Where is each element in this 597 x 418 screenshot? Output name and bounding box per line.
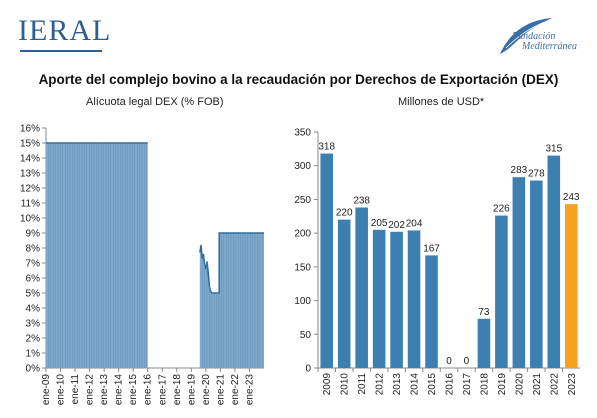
x-tick-label: 2022 [549, 373, 560, 396]
x-tick-label: 2023 [567, 373, 578, 396]
x-tick-label: ene-23 [244, 374, 255, 406]
x-tick-label: 2015 [427, 373, 438, 396]
y-tick-label: 350 [294, 128, 311, 139]
y-tick-label: 11% [21, 199, 40, 210]
x-tick-label: 2014 [410, 373, 421, 396]
chart-title: Aporte del complejo bovino a la recaudac… [38, 72, 559, 87]
x-tick-label: 2018 [479, 373, 490, 396]
ieral-logo-underline [20, 50, 102, 52]
x-tick-label: 2009 [322, 373, 333, 396]
x-tick-label: ene-22 [230, 374, 241, 406]
x-tick-label: ene-16 [143, 374, 154, 406]
bar-2018 [477, 318, 491, 368]
bar-2010 [337, 219, 351, 368]
y-tick-label: 14% [20, 154, 40, 165]
bar-value-label: 202 [388, 220, 405, 231]
y-tick-label: 10% [20, 214, 40, 225]
bar-2013 [390, 231, 403, 368]
x-tick-label: 2017 [462, 373, 473, 396]
x-tick-label: ene-13 [99, 374, 110, 406]
x-tick-label: ene-20 [201, 374, 212, 406]
x-tick-label: ene-17 [157, 374, 168, 406]
x-tick-label: 2012 [375, 373, 386, 396]
bar-value-label: 73 [478, 307, 490, 318]
bar-value-label: 0 [464, 356, 470, 367]
dex-usd-bar-chart: 0501001502002503003503182009220201023820… [294, 128, 580, 396]
y-tick-label: 1% [26, 349, 41, 360]
bar-2009 [320, 153, 334, 368]
bar-value-label: 226 [493, 204, 510, 215]
dex-area [46, 143, 148, 368]
bar-value-label: 205 [371, 218, 388, 229]
x-tick-label: 2010 [340, 373, 351, 396]
bar-value-label: 167 [423, 243, 440, 254]
y-tick-label: 3% [26, 319, 41, 330]
y-tick-label: 15% [20, 139, 40, 150]
ieral-logo-text: IERAL [18, 14, 112, 47]
y-tick-label: 0 [305, 364, 311, 375]
bar-2020 [512, 177, 526, 368]
y-tick-label: 5% [26, 289, 41, 300]
x-tick-label: 2011 [357, 373, 368, 395]
bar-2022 [547, 155, 561, 368]
left-chart-subtitle: Alícuota legal DEX (% FOB) [86, 96, 224, 108]
bar-2015 [425, 255, 438, 368]
y-tick-label: 300 [294, 161, 311, 172]
bar-value-label: 238 [353, 196, 370, 207]
bar-2012 [372, 229, 386, 368]
bar-2011 [355, 207, 368, 368]
fm-line-1: Fundación [512, 31, 556, 42]
y-tick-label: 150 [294, 262, 311, 273]
bar-2023 [564, 204, 578, 368]
y-tick-label: 50 [300, 330, 312, 341]
bar-value-label: 220 [336, 208, 353, 219]
x-tick-label: 2013 [392, 373, 403, 396]
x-tick-label: ene-11 [70, 374, 81, 405]
x-tick-label: ene-12 [85, 374, 96, 406]
x-tick-label: ene-14 [114, 374, 125, 406]
fundacion-mediterranea-logo: Fundación Mediterránea [494, 14, 582, 58]
ieral-logo: IERAL [18, 14, 112, 52]
y-tick-label: 7% [26, 259, 41, 270]
feather-icon [500, 18, 552, 54]
y-tick-label: 9% [26, 229, 41, 240]
x-tick-label: ene-21 [215, 374, 226, 406]
x-tick-label: 2020 [514, 373, 525, 396]
y-tick-label: 4% [26, 304, 41, 315]
fm-line-2: Mediterránea [522, 41, 577, 52]
x-tick-label: ene-18 [172, 374, 183, 406]
bar-value-label: 315 [545, 144, 562, 155]
right-chart-subtitle: Millones de USD* [398, 96, 485, 108]
x-tick-label: 2019 [497, 373, 508, 396]
fundacion-mediterranea-text: Fundación Mediterránea [512, 32, 577, 52]
y-tick-label: 6% [26, 274, 41, 285]
bar-2019 [495, 215, 508, 368]
y-tick-label: 250 [294, 195, 311, 206]
bar-value-label: 243 [563, 192, 580, 203]
y-tick-label: 0% [26, 364, 41, 375]
bar-value-label: 278 [528, 169, 545, 180]
bar-2021 [530, 180, 543, 368]
y-tick-label: 2% [26, 334, 41, 345]
bar-value-label: 0 [446, 356, 452, 367]
x-tick-label: 2016 [445, 373, 456, 396]
dex-rate-chart: 0% 1% 2% 3% 4% 5% 6% 7% 8% 9% 10% 11% 12% 13% 14% 15% 16… [20, 124, 264, 406]
y-tick-label: 200 [294, 229, 311, 240]
x-tick-label: ene-10 [56, 374, 67, 406]
y-tick-label: 16% [20, 124, 40, 135]
bar-value-label: 318 [318, 142, 335, 153]
x-tick-label: ene-15 [128, 374, 139, 406]
y-tick-label: 13% [20, 169, 40, 180]
bar-2014 [407, 230, 421, 368]
y-tick-label: 8% [26, 244, 41, 255]
y-tick-label: 12% [20, 184, 40, 195]
bar-value-label: 283 [511, 165, 528, 176]
bar-value-label: 204 [406, 218, 423, 229]
x-tick-label: ene-09 [41, 374, 52, 406]
x-tick-label: 2021 [532, 373, 543, 396]
y-tick-label: 100 [294, 296, 311, 307]
x-tick-label: ene-19 [186, 374, 197, 406]
